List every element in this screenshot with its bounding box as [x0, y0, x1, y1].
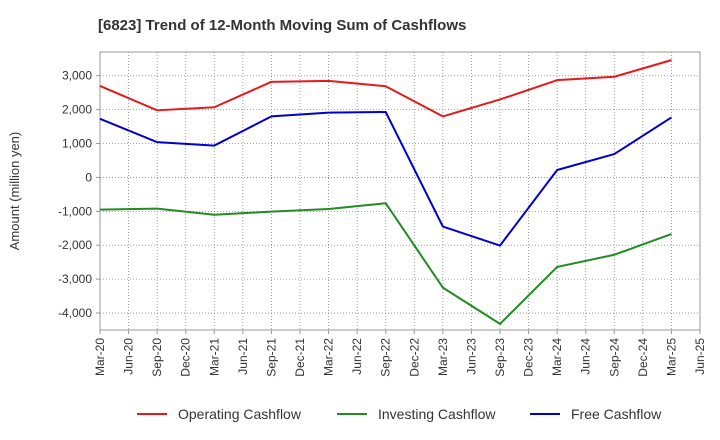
series-lines	[99, 59, 672, 325]
series-line-investing-cashflow	[99, 202, 672, 325]
y-axis-ticks: 3,000 2,000 1,000 0 -1,000 -2,000 -3,000 -4,000	[58, 69, 100, 320]
y-tick-label: 0	[85, 170, 92, 184]
x-tick-label: Sep-22	[379, 338, 393, 377]
legend-label: Free Cashflow	[571, 406, 662, 422]
x-tick-label: Mar-25	[664, 338, 678, 376]
x-tick-label: Jun-24	[579, 338, 593, 375]
x-tick-label: Sep-20	[150, 338, 164, 377]
x-tick-label: Dec-21	[293, 338, 307, 377]
y-tick-label: -2,000	[58, 238, 92, 252]
y-tick-label: -3,000	[58, 272, 92, 286]
grid-lines	[99, 52, 701, 330]
x-tick-label: Jun-23	[464, 338, 478, 375]
y-tick-label: 2,000	[62, 103, 92, 117]
x-tick-label: Mar-23	[436, 338, 450, 376]
x-tick-label: Jun-21	[236, 338, 250, 375]
x-tick-label: Jun-20	[122, 338, 136, 375]
plot-frame	[99, 51, 701, 331]
y-tick-label: 3,000	[62, 69, 92, 83]
y-axis-label: Amount (million yen)	[7, 132, 22, 251]
x-tick-label: Sep-21	[264, 338, 278, 377]
x-tick-label: Mar-20	[93, 338, 107, 376]
y-tick-label: 1,000	[62, 137, 92, 151]
y-tick-label: -1,000	[58, 204, 92, 218]
x-axis-ticks: Mar-20 Jun-20 Sep-20 Dec-20 Mar-21 Jun-21 Sep-…	[93, 330, 707, 377]
x-tick-label: Sep-24	[607, 338, 621, 377]
series-line-operating-cashflow	[99, 59, 672, 118]
y-tick-label: -4,000	[58, 306, 92, 320]
x-tick-label: Dec-20	[179, 338, 193, 377]
x-tick-label: Dec-23	[522, 338, 536, 377]
x-tick-label: Jun-22	[350, 338, 364, 375]
x-tick-label: Dec-22	[407, 338, 421, 377]
legend-label: Investing Cashflow	[378, 406, 496, 422]
legend: Operating Cashflow Investing Cashflow Free…	[137, 406, 662, 422]
x-tick-label: Dec-24	[636, 338, 650, 377]
series-line-free-cashflow	[99, 111, 672, 247]
chart-title: [6823] Trend of 12-Month Moving Sum of C…	[98, 17, 466, 34]
legend-label: Operating Cashflow	[178, 406, 302, 422]
x-tick-label: Jun-25	[693, 338, 707, 375]
x-tick-label: Mar-21	[207, 338, 221, 376]
x-tick-label: Mar-22	[322, 338, 336, 376]
x-tick-label: Mar-24	[550, 338, 564, 376]
x-tick-label: Sep-23	[493, 338, 507, 377]
